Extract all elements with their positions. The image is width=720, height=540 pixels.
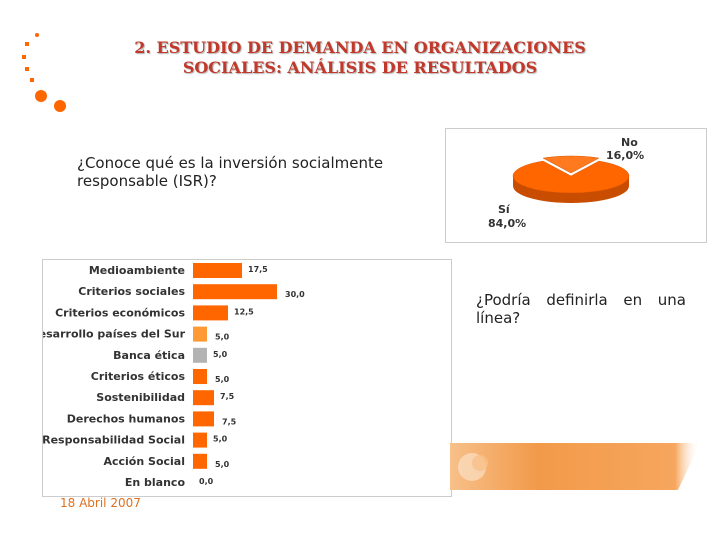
pie-value-no: 16,0%: [606, 149, 644, 162]
title-line-1: 2. ESTUDIO DE DEMANDA EN ORGANIZACIONES: [134, 38, 586, 57]
bar: [193, 284, 277, 300]
decorative-dots: [22, 33, 66, 112]
bar: [193, 369, 207, 384]
bar-value-label: 17,5: [248, 265, 268, 274]
bar-category-label: Criterios sociales: [78, 285, 185, 298]
title-line-2: SOCIALES: ANÁLISIS DE RESULTADOS: [182, 58, 538, 77]
bar-value-label: 5,0: [215, 333, 230, 342]
bar-category-label: Criterios éticos: [91, 370, 186, 383]
question-define: ¿Podría definirla en una línea?: [476, 291, 686, 327]
bar-category-label: Banca ética: [113, 349, 185, 362]
bar-category-label: En blanco: [125, 476, 186, 489]
bar-category-label: Acción Social: [103, 455, 185, 468]
bar-category-label: Medioambiente: [89, 264, 185, 277]
pie-chart-panel: No 16,0% Sí 84,0%: [445, 128, 707, 243]
question-isr: ¿Conoce qué es la inversión socialmente …: [77, 154, 384, 190]
bar: [193, 263, 242, 278]
pie-chart: No 16,0% Sí 84,0%: [488, 136, 644, 230]
bar-chart: Medioambiente 17,5 Criterios sociales 30,0 C…: [30, 263, 305, 489]
pie-slice-no: [542, 155, 600, 174]
pie-slices: [512, 155, 630, 203]
decorative-stripe: [450, 443, 700, 490]
bar: [193, 347, 207, 363]
bar-value-label: 5,0: [213, 350, 228, 359]
page-title: 2. ESTUDIO DE DEMANDA EN ORGANIZACIONES …: [90, 38, 630, 78]
pie-label-si: Sí: [498, 203, 511, 216]
bar: [193, 326, 207, 342]
bar-value-label: 0,0: [199, 477, 214, 486]
bar: [193, 453, 207, 469]
pie-label-no: No: [621, 136, 638, 149]
bar: [193, 432, 207, 448]
pie-slice-si: [512, 160, 630, 194]
bar: [193, 305, 228, 321]
bar-category-label: Sostenibilidad: [96, 391, 185, 404]
bar-value-label: 7,5: [220, 392, 235, 401]
bar-category-label: Derechos humanos: [67, 412, 186, 425]
bar-category-label: Desarrollo países del Sur: [43, 328, 186, 341]
bar-value-label: 7,5: [222, 417, 237, 426]
bar-chart-panel: Medioambiente 17,5 Criterios sociales 30,0 C…: [30, 259, 452, 497]
bar-category-label: Criterios económicos: [55, 306, 185, 319]
bar-category-label: Responsabilidad Social: [43, 434, 185, 447]
bar-value-label: 5,0: [215, 375, 230, 384]
pie-value-si: 84,0%: [488, 217, 526, 230]
bar-value-label: 5,0: [213, 435, 228, 444]
bar-value-label: 12,5: [234, 307, 254, 316]
bar-value-label: 5,0: [215, 460, 230, 469]
bar-value-label: 30,0: [285, 290, 305, 299]
bar: [193, 390, 214, 406]
bar: [193, 411, 214, 427]
date-footer: 18 Abril 2007: [60, 496, 141, 510]
